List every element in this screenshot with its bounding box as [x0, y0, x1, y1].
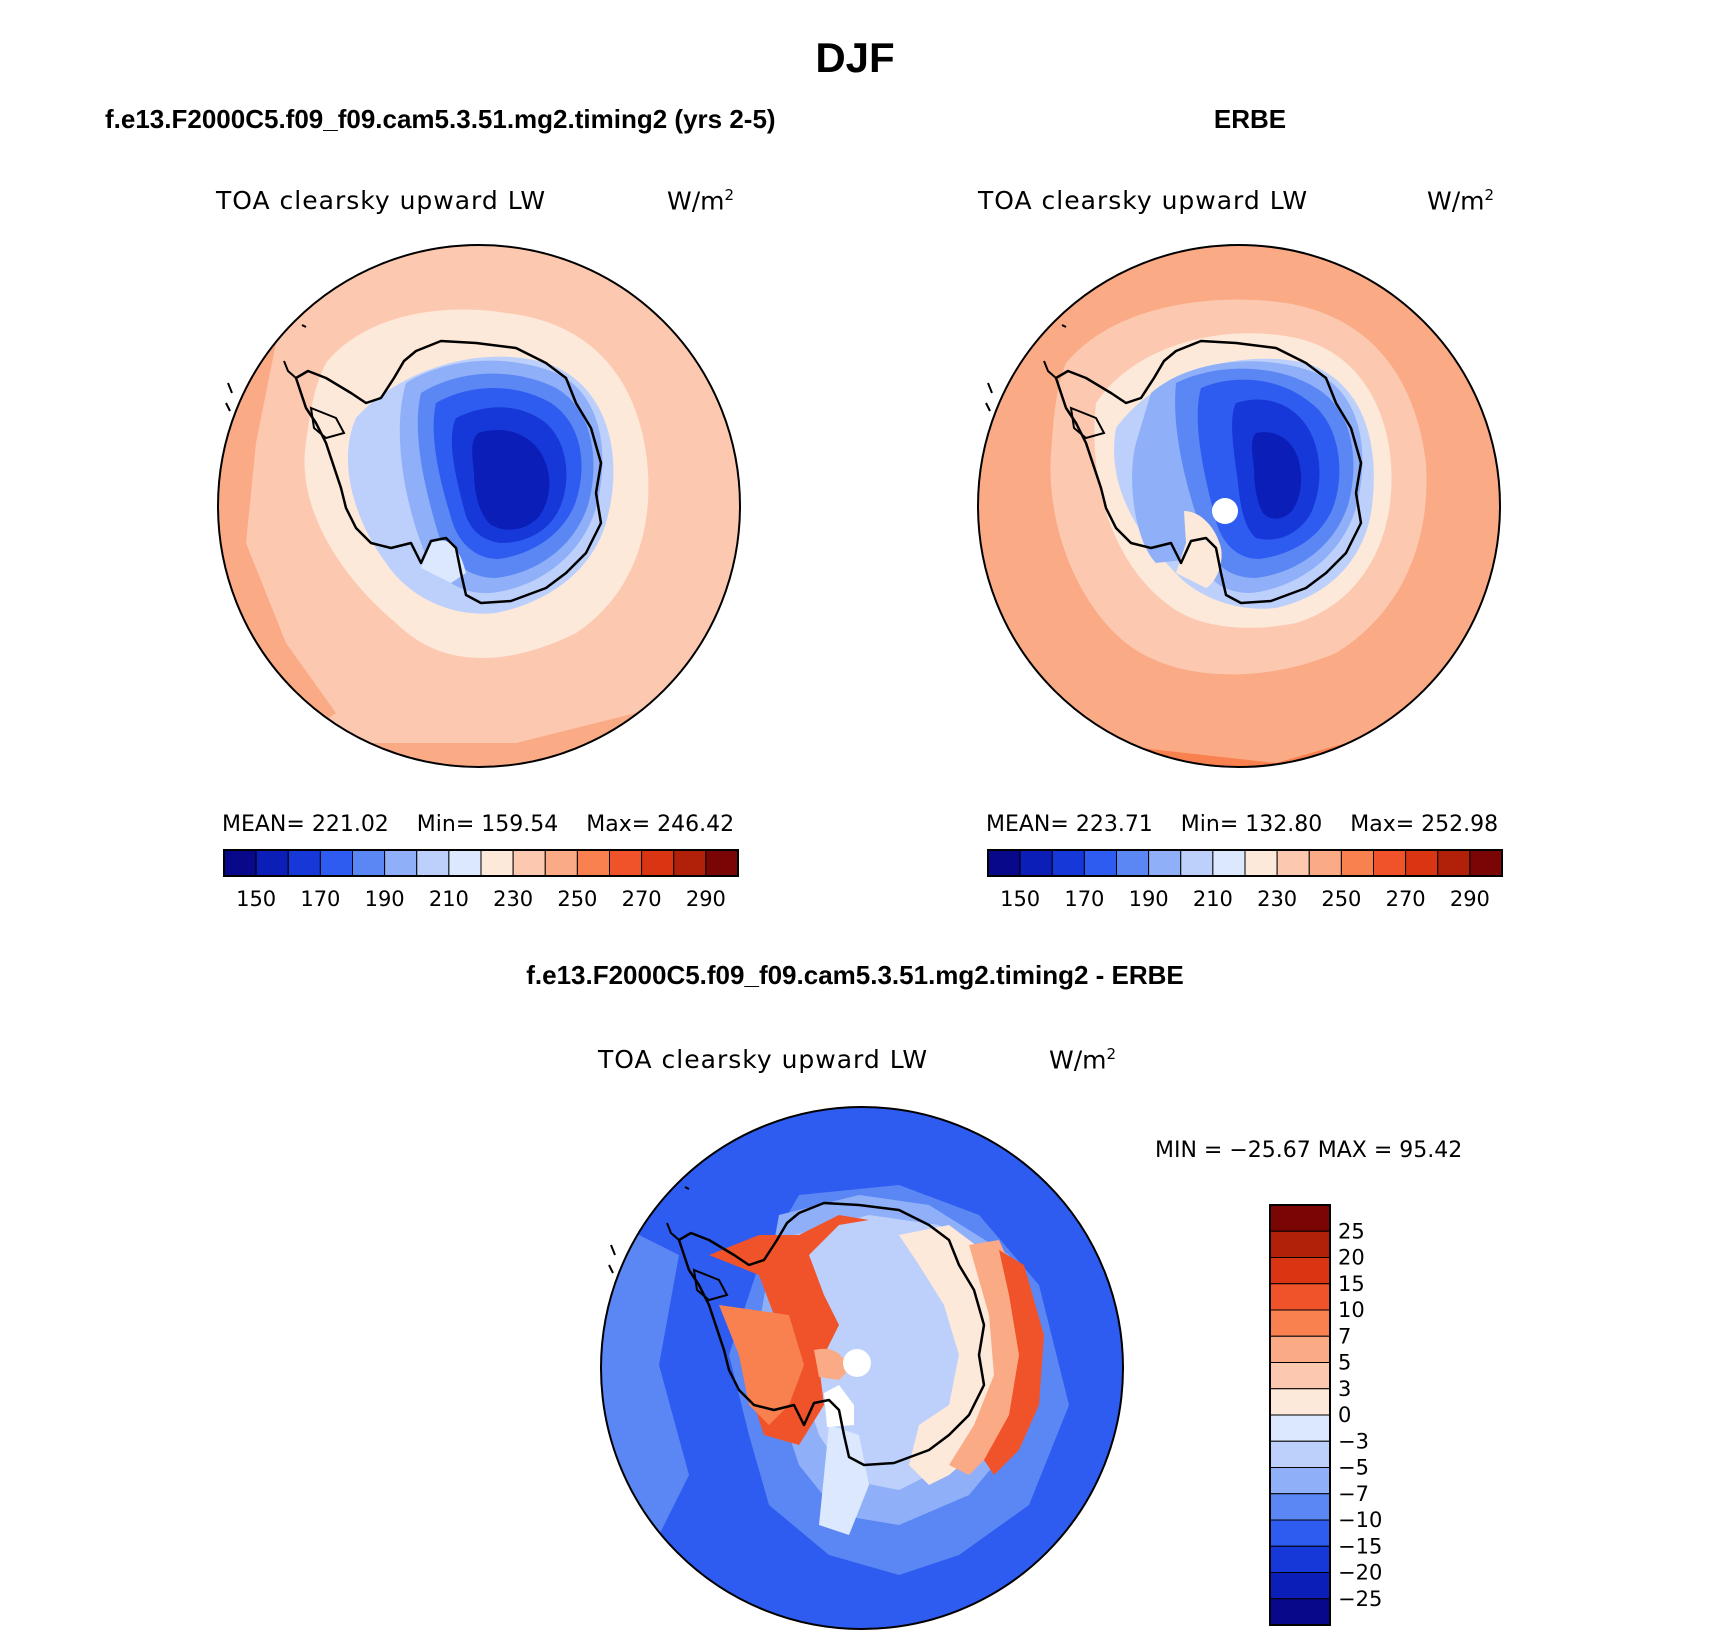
colorbar-swatch — [1269, 1388, 1331, 1416]
colorbar-swatch — [319, 849, 353, 877]
panel-2-units: W/m2 — [1427, 186, 1495, 216]
colorbar-swatch — [1269, 1572, 1331, 1600]
panel-2-stats: MEAN= 223.71 Min= 132.80 Max= 252.98 — [986, 812, 1499, 837]
colorbar-swatch — [705, 849, 739, 877]
colorbar-swatch — [1269, 1467, 1331, 1495]
panel-2-polar-map — [977, 244, 1501, 768]
colorbar-swatch — [1269, 1230, 1331, 1258]
colorbar-tick-label: 290 — [686, 887, 726, 911]
colorbar-tick-label: 15 — [1338, 1272, 1365, 1296]
colorbar-swatch — [1269, 1257, 1331, 1285]
figure-title: DJF — [815, 34, 895, 81]
colorbar-tick-label: 230 — [1257, 887, 1297, 911]
colorbar-swatch — [1276, 849, 1310, 877]
colorbar-tick-label: 250 — [1321, 887, 1361, 911]
panel-3-polar-map — [600, 1106, 1124, 1630]
panel-2-variable-title: TOA clearsky upward LW — [978, 186, 1309, 215]
colorbar-tick-label: −7 — [1338, 1482, 1369, 1506]
colorbar-tick-label: 170 — [300, 887, 340, 911]
colorbar-swatch — [1437, 849, 1471, 877]
colorbar-tick-label: −20 — [1338, 1561, 1382, 1585]
colorbar-swatch — [1269, 1493, 1331, 1521]
colorbar-tick-label: 150 — [236, 887, 276, 911]
colorbar-swatch — [1269, 1414, 1331, 1442]
colorbar-swatch — [1269, 1440, 1331, 1468]
colorbar-swatch — [1244, 849, 1278, 877]
colorbar-swatch — [1269, 1598, 1331, 1626]
colorbar-tick-label: 190 — [365, 887, 405, 911]
colorbar-swatch — [1269, 1204, 1331, 1232]
colorbar-tick-label: 5 — [1338, 1351, 1351, 1375]
colorbar-swatch — [287, 849, 321, 877]
colorbar-swatch — [1180, 849, 1214, 877]
panel-1-polar-map — [217, 244, 741, 768]
colorbar-swatch — [641, 849, 675, 877]
colorbar-tick-label: 270 — [622, 887, 662, 911]
colorbar-tick-label: 210 — [429, 887, 469, 911]
colorbar-swatch — [987, 849, 1021, 877]
colorbar-swatch — [480, 849, 514, 877]
colorbar-swatch — [1051, 849, 1085, 877]
colorbar-tick-label: −15 — [1338, 1534, 1382, 1558]
colorbar-tick-label: −25 — [1338, 1587, 1382, 1611]
panel-3-case-title: f.e13.F2000C5.f09_f09.cam5.3.51.mg2.timi… — [526, 960, 1184, 990]
colorbar-swatch — [1373, 849, 1407, 877]
panel-1-case-title: f.e13.F2000C5.f09_f09.cam5.3.51.mg2.timi… — [105, 104, 776, 134]
colorbar-swatch — [609, 849, 643, 877]
colorbar-swatch — [1116, 849, 1150, 877]
colorbar-tick-label: 10 — [1338, 1298, 1365, 1322]
panel-1-stats: MEAN= 221.02 Min= 159.54 Max= 246.42 — [222, 812, 735, 837]
panel-3-variable-title: TOA clearsky upward LW — [598, 1045, 929, 1074]
colorbar-swatch — [1269, 1362, 1331, 1390]
colorbar-tick-label: 210 — [1193, 887, 1233, 911]
colorbar-tick-label: −5 — [1338, 1456, 1369, 1480]
panel-2-case-title: ERBE — [1213, 104, 1287, 134]
colorbar-tick-label: −10 — [1338, 1508, 1382, 1532]
colorbar-tick-label: 25 — [1338, 1219, 1365, 1243]
panel-1-variable-title: TOA clearsky upward LW — [216, 186, 547, 215]
colorbar-swatch — [1340, 849, 1374, 877]
colorbar-tick-label: 250 — [557, 887, 597, 911]
colorbar-swatch — [223, 849, 257, 877]
panel-1-units: W/m2 — [667, 186, 735, 216]
colorbar-swatch — [673, 849, 707, 877]
colorbar-swatch — [448, 849, 482, 877]
colorbar-tick-label: 3 — [1338, 1377, 1351, 1401]
colorbar-swatch — [1269, 1519, 1331, 1547]
colorbar-tick-label: 230 — [493, 887, 533, 911]
colorbar-swatch — [255, 849, 289, 877]
colorbar-swatch — [1269, 1335, 1331, 1363]
colorbar-swatch — [1083, 849, 1117, 877]
colorbar-swatch — [1469, 849, 1503, 877]
panel-3-stats: MIN = −25.67 MAX = 95.42 — [1155, 1138, 1463, 1163]
colorbar-tick-label: 20 — [1338, 1246, 1365, 1270]
colorbar-swatch — [384, 849, 418, 877]
colorbar-swatch — [1019, 849, 1053, 877]
colorbar-swatch — [1148, 849, 1182, 877]
colorbar-swatch — [512, 849, 546, 877]
panel-3-units: W/m2 — [1049, 1045, 1117, 1075]
colorbar-swatch — [1269, 1283, 1331, 1311]
panel-2-colorbar: 150 170 190 210 230 250 270 290 — [987, 849, 1503, 911]
colorbar-swatch — [1405, 849, 1439, 877]
colorbar-tick-label: −3 — [1338, 1429, 1369, 1453]
colorbar-tick-label: 290 — [1450, 887, 1490, 911]
colorbar-tick-label: 170 — [1064, 887, 1104, 911]
colorbar-swatch — [352, 849, 386, 877]
colorbar-tick-label: 7 — [1338, 1324, 1351, 1348]
panel-1-colorbar: 150 170 190 210 230 250 270 290 — [223, 849, 739, 911]
colorbar-tick-label: 0 — [1338, 1403, 1351, 1427]
colorbar-swatch — [576, 849, 610, 877]
colorbar-swatch — [1269, 1545, 1331, 1573]
colorbar-tick-label: 270 — [1386, 887, 1426, 911]
colorbar-swatch — [1308, 849, 1342, 877]
colorbar-swatch — [416, 849, 450, 877]
colorbar-swatch — [1269, 1309, 1331, 1337]
colorbar-tick-label: 150 — [1000, 887, 1040, 911]
colorbar-swatch — [1212, 849, 1246, 877]
colorbar-tick-label: 190 — [1129, 887, 1169, 911]
colorbar-swatch — [544, 849, 578, 877]
